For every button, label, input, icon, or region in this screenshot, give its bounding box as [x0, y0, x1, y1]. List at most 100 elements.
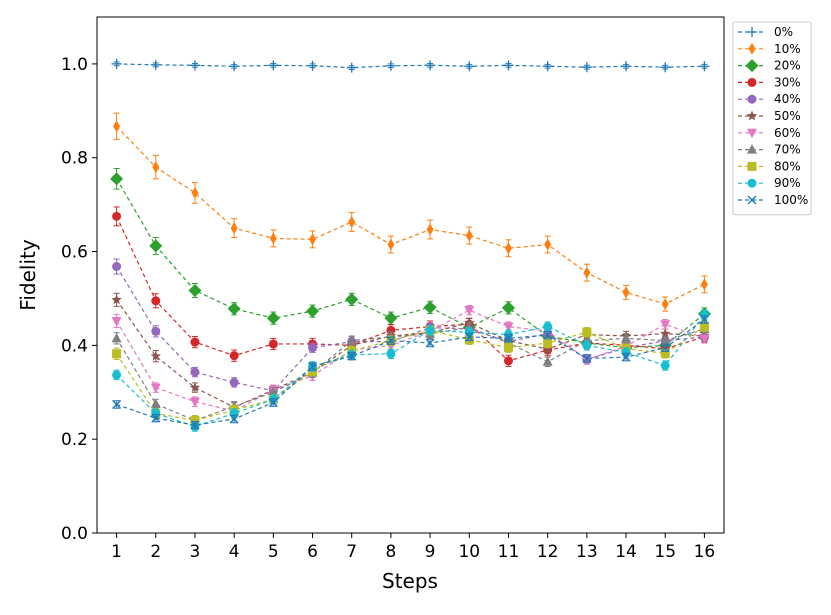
data-point — [188, 283, 202, 297]
series-line — [116, 326, 705, 422]
data-point — [503, 343, 513, 353]
x-tick-label: 14 — [615, 542, 637, 562]
series-line — [116, 299, 705, 408]
data-point — [112, 399, 122, 409]
series-line — [116, 125, 705, 305]
data-point — [583, 266, 591, 279]
data-point — [346, 62, 357, 73]
legend-label: 70% — [774, 143, 801, 157]
data-point — [542, 356, 553, 366]
data-point — [307, 60, 318, 71]
legend-item: 20% — [738, 59, 801, 73]
series-line — [116, 326, 705, 422]
x-tick-label: 10 — [458, 542, 480, 562]
data-point — [660, 361, 670, 371]
legend-marker — [746, 110, 758, 121]
data-point — [112, 370, 122, 380]
data-point — [542, 61, 553, 72]
series-0-pct — [111, 58, 710, 73]
data-point — [660, 62, 671, 73]
data-point — [346, 335, 357, 345]
data-point — [582, 327, 592, 337]
legend-marker — [747, 178, 757, 188]
series-40-pct — [112, 258, 709, 397]
legend-item: 90% — [738, 176, 801, 190]
data-point — [152, 161, 160, 174]
legend-marker — [747, 27, 757, 37]
data-point — [385, 60, 396, 71]
y-tick-label: 1.0 — [61, 55, 88, 75]
legend-label: 80% — [774, 159, 801, 173]
data-point — [306, 304, 320, 318]
data-point — [582, 354, 592, 363]
data-point — [111, 332, 122, 343]
data-point — [111, 58, 122, 69]
series-60-pct — [111, 304, 710, 417]
x-tick-label: 12 — [537, 542, 559, 562]
data-point — [621, 352, 631, 362]
data-point — [113, 120, 121, 133]
data-point — [189, 60, 200, 71]
legend-label: 40% — [774, 92, 801, 106]
legend-marker — [747, 195, 757, 205]
data-point — [268, 398, 278, 408]
legend-item: 50% — [738, 109, 801, 123]
data-point — [150, 350, 162, 361]
plot-frame — [96, 16, 725, 534]
data-point — [582, 340, 592, 350]
data-point — [501, 301, 515, 315]
data-point — [543, 338, 553, 348]
series-line — [116, 319, 705, 426]
data-point — [191, 186, 199, 199]
data-point — [661, 298, 669, 311]
data-point — [386, 336, 396, 346]
data-point — [112, 211, 122, 221]
data-point — [423, 300, 437, 314]
data-point — [699, 322, 709, 332]
data-point — [268, 60, 279, 71]
data-point — [503, 333, 513, 343]
series-50-pct — [111, 292, 710, 413]
data-point — [309, 233, 317, 246]
legend-label: 10% — [774, 42, 801, 56]
data-point — [190, 337, 200, 347]
data-point — [660, 320, 671, 330]
data-point — [227, 302, 241, 316]
series-20-pct — [110, 168, 711, 355]
x-tick-label: 1 — [111, 542, 122, 562]
legend-label: 100% — [774, 193, 808, 207]
data-point — [268, 339, 278, 349]
data-point — [659, 328, 671, 339]
series-layer — [110, 58, 711, 432]
data-point — [229, 377, 239, 387]
data-point — [543, 330, 553, 340]
data-point — [465, 229, 473, 242]
legend: 0% 10% 20% 30% 40% 50% 60% 70% 80% 90% 100% — [732, 21, 812, 216]
data-point — [543, 322, 553, 332]
legend-marker — [747, 77, 757, 87]
series-70-pct — [111, 322, 710, 426]
legend-item: 80% — [738, 159, 801, 173]
data-point — [111, 294, 122, 305]
legend-marker — [745, 59, 759, 73]
x-tick-label: 3 — [190, 542, 201, 562]
x-tick-label: 13 — [576, 542, 598, 562]
data-point — [111, 316, 122, 327]
data-point — [503, 356, 513, 366]
series-line — [116, 314, 705, 428]
data-point — [110, 172, 124, 186]
legend-item: 0% — [738, 25, 793, 39]
data-point — [425, 325, 435, 335]
series-10-pct — [113, 112, 708, 312]
data-point — [464, 306, 475, 316]
data-point — [504, 242, 512, 255]
data-point — [308, 343, 318, 353]
data-point — [189, 397, 200, 408]
x-tick-label: 8 — [385, 542, 396, 562]
data-point — [700, 278, 708, 291]
data-point — [425, 60, 436, 71]
legend-label: 90% — [774, 176, 801, 190]
series-line — [116, 178, 705, 349]
data-point — [150, 383, 161, 394]
